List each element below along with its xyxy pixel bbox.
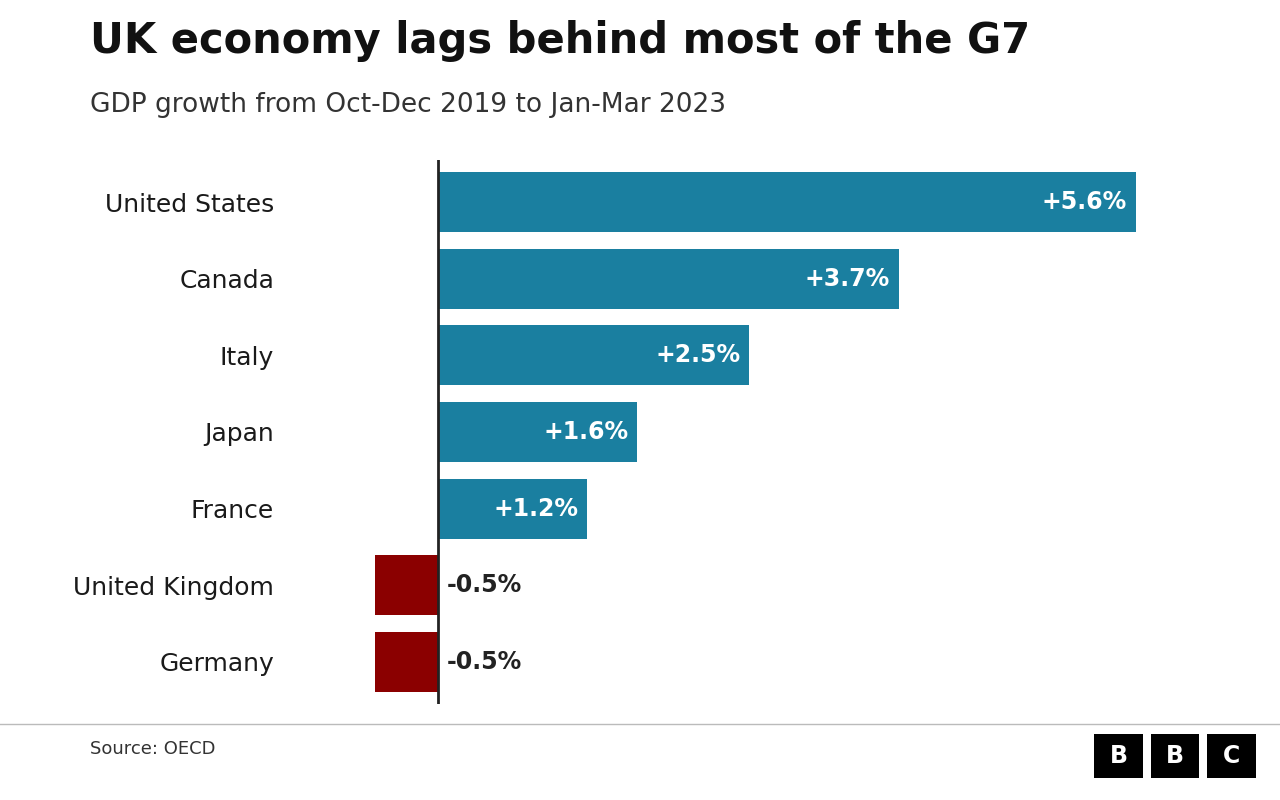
Text: UK economy lags behind most of the G7: UK economy lags behind most of the G7 — [90, 20, 1030, 62]
Bar — [438, 478, 588, 538]
Text: B: B — [1110, 744, 1128, 768]
Text: Source: OECD: Source: OECD — [90, 740, 215, 758]
Text: +1.2%: +1.2% — [494, 497, 579, 521]
Text: +3.7%: +3.7% — [805, 266, 890, 290]
Text: +5.6%: +5.6% — [1042, 190, 1128, 214]
Bar — [438, 172, 1135, 232]
Bar — [438, 249, 899, 309]
Bar — [438, 402, 637, 462]
Bar — [438, 326, 749, 386]
Bar — [375, 555, 438, 615]
Text: B: B — [1166, 744, 1184, 768]
Text: +1.6%: +1.6% — [543, 420, 628, 444]
Text: -0.5%: -0.5% — [447, 650, 521, 674]
Text: GDP growth from Oct-Dec 2019 to Jan-Mar 2023: GDP growth from Oct-Dec 2019 to Jan-Mar … — [90, 92, 726, 118]
Text: -0.5%: -0.5% — [447, 574, 521, 598]
Text: C: C — [1222, 744, 1240, 768]
Text: +2.5%: +2.5% — [655, 343, 741, 367]
Bar — [375, 632, 438, 692]
